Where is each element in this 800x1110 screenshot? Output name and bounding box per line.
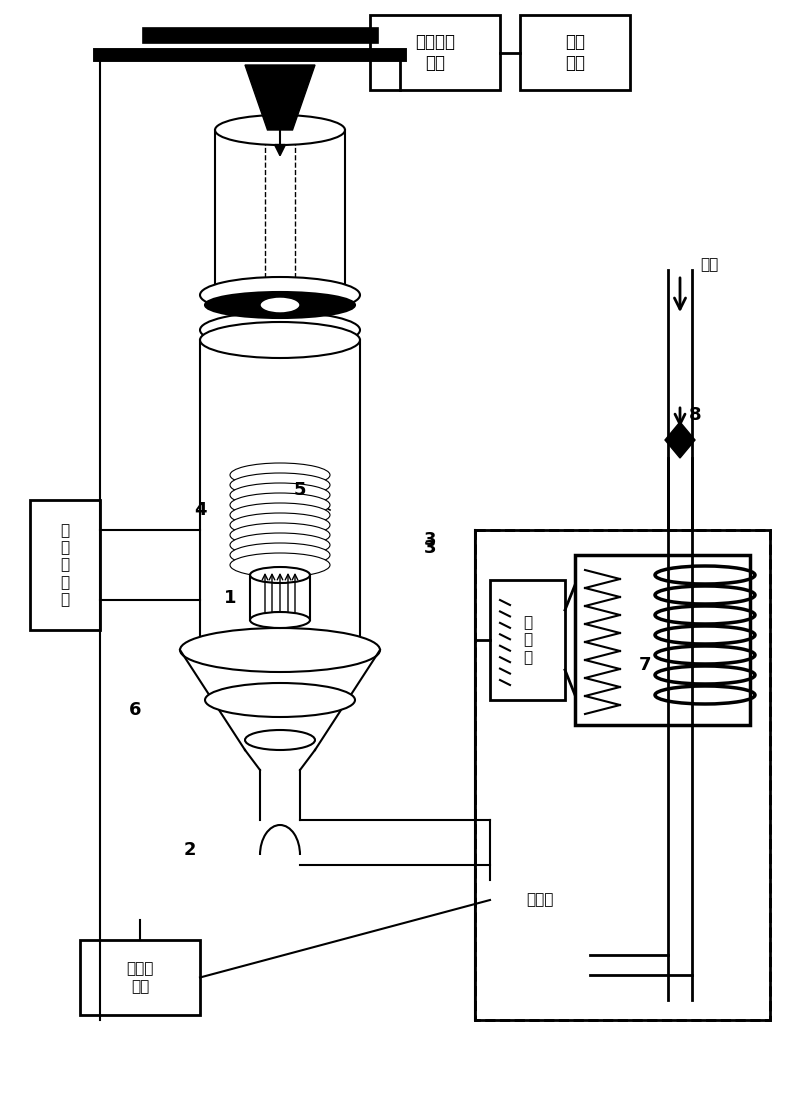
FancyBboxPatch shape [490,581,565,700]
Ellipse shape [230,483,330,507]
Ellipse shape [215,115,345,145]
Ellipse shape [250,567,310,583]
Text: 4: 4 [194,501,206,519]
Polygon shape [665,422,695,458]
Ellipse shape [205,292,355,317]
Text: 7: 7 [638,656,651,675]
Text: 3: 3 [424,531,436,549]
Text: 压
缩
机: 压 缩 机 [523,615,532,665]
Ellipse shape [250,612,310,628]
Text: 2: 2 [184,841,196,859]
Ellipse shape [260,297,300,313]
Ellipse shape [200,278,360,313]
Text: 3: 3 [424,539,436,557]
Text: 8: 8 [689,406,702,424]
Ellipse shape [180,628,380,672]
Ellipse shape [230,473,330,497]
Text: 5: 5 [294,481,306,500]
FancyBboxPatch shape [575,555,750,725]
Ellipse shape [230,513,330,537]
Ellipse shape [230,533,330,557]
Ellipse shape [230,503,330,527]
Text: 气体: 气体 [700,258,718,272]
FancyBboxPatch shape [475,529,770,1020]
Ellipse shape [205,683,355,717]
Polygon shape [245,65,315,130]
Ellipse shape [230,463,330,487]
Ellipse shape [230,553,330,577]
Text: 手动加压
装置: 手动加压 装置 [415,33,455,72]
Bar [475,529,770,1020]
FancyBboxPatch shape [80,940,200,1015]
Ellipse shape [230,523,330,547]
FancyBboxPatch shape [490,880,590,920]
Text: 1: 1 [224,589,236,607]
Ellipse shape [200,312,360,349]
FancyBboxPatch shape [370,16,500,90]
FancyBboxPatch shape [520,16,630,90]
Text: 6: 6 [129,702,142,719]
Ellipse shape [245,730,315,750]
Ellipse shape [230,493,330,517]
Text: 核
磁
共
振
仪: 核 磁 共 振 仪 [61,523,70,607]
Text: 温度控
制器: 温度控 制器 [126,961,154,993]
Ellipse shape [200,322,360,359]
Text: 供气
装置: 供气 装置 [565,33,585,72]
Ellipse shape [230,543,330,567]
FancyBboxPatch shape [30,500,100,630]
Ellipse shape [200,632,360,668]
Text: 热电膜: 热电膜 [526,892,554,908]
